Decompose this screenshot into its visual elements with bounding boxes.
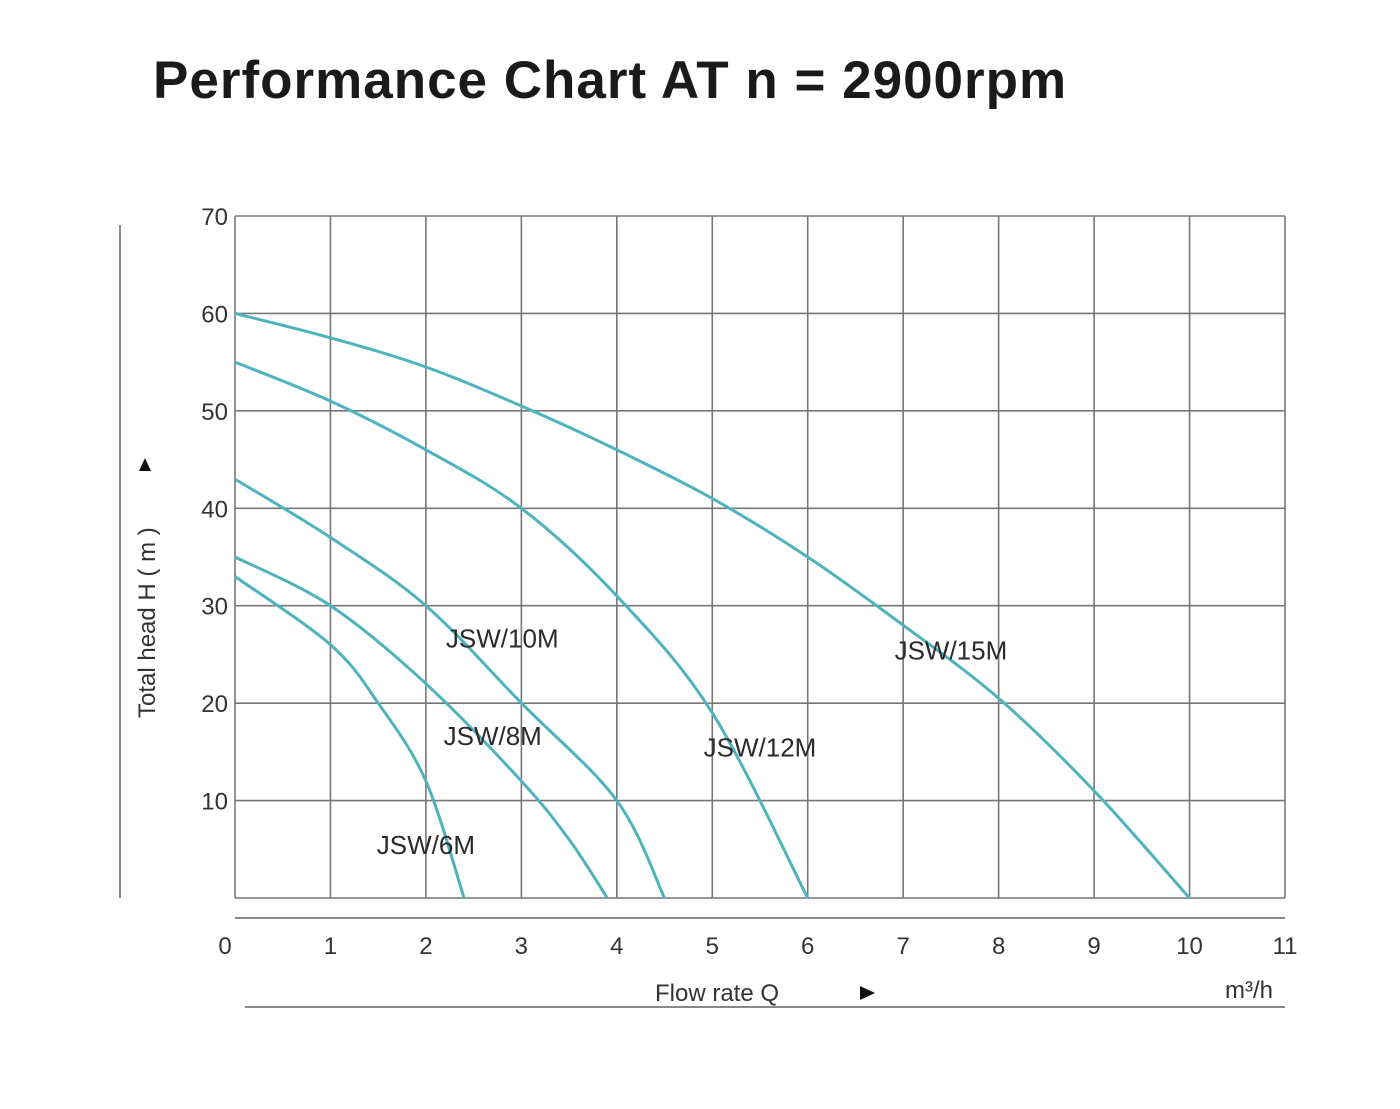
series-label-jsw-8m: JSW/8M: [444, 721, 542, 751]
y-tick-label: 30: [201, 594, 228, 621]
x-tick-label: 3: [515, 933, 528, 960]
x-tick-label: 8: [992, 933, 1005, 960]
x-tick-label: 5: [706, 933, 719, 960]
x-tick-label: 9: [1087, 933, 1100, 960]
x-tick-label: 11: [1273, 933, 1298, 960]
y-tick-label: 40: [201, 496, 228, 523]
curve-jsw-6m: [234, 575, 466, 899]
series-labels: JSW/6M JSW/8M JSW/10M JSW/12M JSW/15M: [377, 624, 1007, 861]
x-tick-label: 4: [610, 933, 623, 960]
series-label-jsw-6m: JSW/6M: [377, 830, 475, 860]
x-tick-label: 0: [218, 933, 231, 960]
x-tick-label: 10: [1176, 933, 1203, 960]
series-label-jsw-15m: JSW/15M: [895, 635, 1008, 665]
y-tick-label: 50: [201, 399, 228, 426]
curve-jsw-10m: [234, 477, 666, 899]
y-tick-label: 70: [201, 204, 228, 231]
y-tick-label: 20: [201, 691, 228, 718]
curve-jsw-12m: [234, 360, 810, 899]
chart-title: Performance Chart AT n = 2900rpm: [153, 51, 1068, 110]
y-tick-label: 60: [201, 301, 228, 328]
series-label-jsw-10m: JSW/10M: [446, 624, 559, 654]
x-tick-label: 7: [897, 933, 910, 960]
tick-labels: 0 1 2 3 4 5 6 7 8 9 10 11 10 20 30 40 50 60 70: [201, 204, 1297, 960]
grid: [234, 215, 1286, 899]
curve-jsw-8m: [234, 555, 609, 899]
curve-jsw-15m: [234, 311, 1191, 899]
x-axis-arrow-icon: [860, 986, 875, 1000]
y-axis-label: Total head H ( m ): [134, 527, 161, 718]
x-axis-label: Flow rate Q: [655, 980, 779, 1007]
x-tick-label: 1: [324, 933, 337, 960]
y-axis-arrow-icon: [139, 458, 151, 471]
x-tick-label: 6: [801, 933, 814, 960]
x-axis-unit: m³/h: [1225, 977, 1273, 1004]
x-tick-label: 2: [419, 933, 432, 960]
series-curves: [234, 311, 1191, 899]
y-tick-label: 10: [201, 789, 228, 816]
series-label-jsw-12m: JSW/12M: [704, 733, 817, 763]
